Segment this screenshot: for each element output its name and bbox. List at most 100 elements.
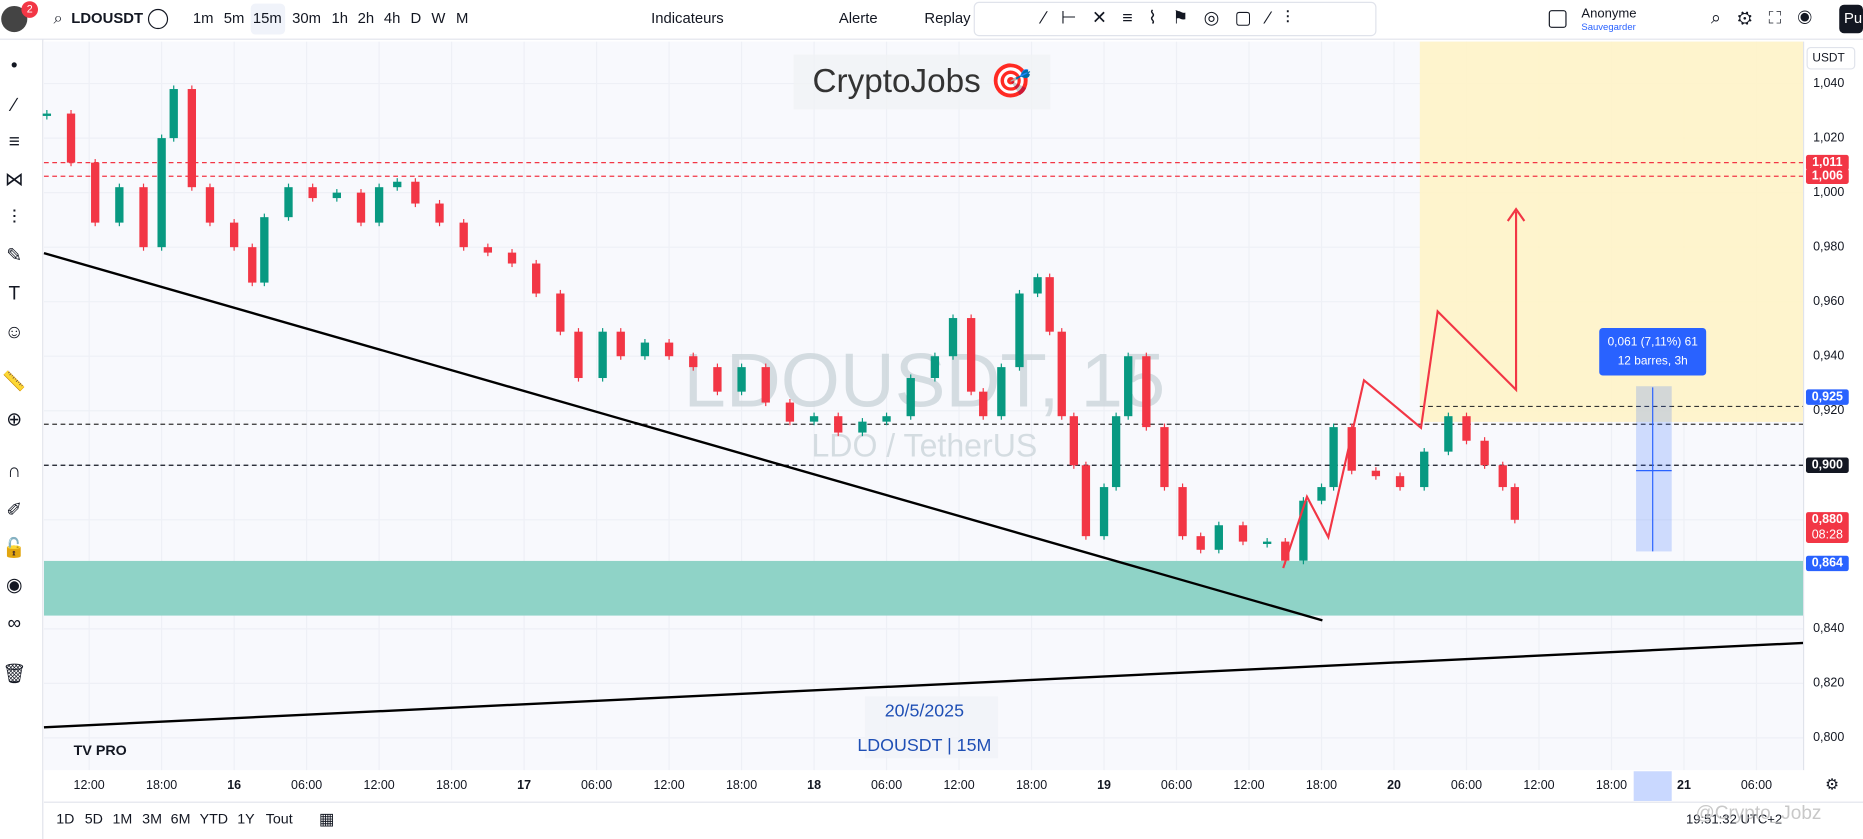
range[interactable]: 1M — [112, 812, 132, 828]
candle — [284, 187, 293, 218]
tool[interactable]: ⫶ — [12, 208, 17, 229]
left-tools[interactable]: • — [11, 56, 18, 77]
candle — [1081, 465, 1091, 537]
currency-button[interactable] — [1806, 46, 1856, 70]
x-tick-label: 06:00 — [1741, 778, 1772, 792]
indicators-button[interactable]: Indicateurs — [651, 11, 724, 27]
tool[interactable]: ∕ — [9, 95, 19, 116]
candle — [948, 318, 958, 357]
candle — [187, 89, 197, 188]
tool[interactable]: T — [8, 284, 20, 305]
badge-count: 2 — [27, 3, 33, 15]
price-label: 1,006 — [1812, 169, 1843, 183]
y-tick-label: 0,940 — [1813, 349, 1844, 363]
candle — [1033, 277, 1042, 294]
tool[interactable]: 🗑 — [2, 663, 26, 685]
x-tick-label: 06:00 — [1161, 778, 1192, 792]
y-axis: 0,800 0,820 0,840 0,880 0,900 0,920 0,940 0,960… — [1805, 76, 1849, 744]
alert-button[interactable]: Alerte — [839, 11, 878, 27]
candle — [689, 356, 698, 368]
watermark-sub: LDO / TetherUS — [811, 427, 1037, 463]
add-button[interactable] — [147, 8, 169, 30]
tool[interactable]: ≡ — [9, 132, 20, 153]
interval[interactable]: W — [431, 11, 445, 27]
clock: 19:51:32 UTC+2 — [1686, 811, 1782, 826]
candle — [115, 187, 124, 223]
interval[interactable]: 1h — [332, 11, 349, 27]
y-tick-label: 0,840 — [1813, 621, 1844, 635]
tv-logo: TV PRO — [74, 743, 127, 759]
interval[interactable]: 5m — [224, 11, 245, 27]
tool[interactable]: 🔓 — [2, 536, 26, 559]
replay-button[interactable]: Replay — [924, 11, 971, 27]
x-tick-label: 12:00 — [653, 778, 684, 792]
tool[interactable]: ◉ — [6, 575, 23, 596]
user-name[interactable]: Anonyme — [1581, 6, 1636, 21]
candle — [459, 222, 468, 248]
candle — [834, 416, 843, 433]
interval[interactable]: 4h — [384, 11, 401, 27]
interval[interactable]: M — [456, 11, 468, 27]
candle — [248, 247, 257, 283]
x-tick-label: 18:00 — [726, 778, 757, 792]
candle — [979, 391, 988, 417]
avatar[interactable] — [1, 5, 28, 33]
top-icons[interactable]: ⌕⚙⛶◉ — [1711, 8, 1828, 28]
tool[interactable]: ⊕ — [6, 410, 22, 431]
candle — [1281, 541, 1290, 561]
candle — [906, 378, 915, 417]
badge — [21, 1, 39, 18]
interval[interactable]: D — [410, 11, 421, 27]
candle — [1178, 487, 1187, 537]
range[interactable]: 3M — [142, 812, 162, 828]
candle — [1317, 487, 1326, 501]
y-tick-label: 0,960 — [1813, 294, 1844, 308]
range[interactable]: 1Y — [237, 812, 255, 828]
candle — [139, 187, 148, 248]
drawing-tools[interactable]: ∕⊢✕≡⌇⚑◎▢⁄⫶ — [1039, 8, 1306, 28]
price-label-box — [1805, 389, 1849, 405]
tool[interactable]: ∩ — [7, 461, 21, 482]
candle — [308, 187, 317, 199]
range[interactable]: 5D — [85, 812, 103, 828]
tool[interactable]: ∞ — [7, 613, 21, 634]
candle — [1124, 356, 1133, 417]
currency[interactable]: USDT — [1812, 50, 1844, 64]
range[interactable]: 6M — [171, 812, 191, 828]
tool[interactable]: ✐ — [6, 500, 22, 521]
tool[interactable]: ⋈ — [5, 170, 24, 191]
symbol[interactable]: LDOUSDT — [71, 11, 143, 27]
tool[interactable]: ✎ — [6, 246, 22, 267]
layout-icon[interactable] — [1548, 10, 1567, 28]
save-status[interactable]: Sauvegarder — [1581, 22, 1635, 33]
candle — [1462, 416, 1471, 441]
publish-button[interactable] — [1839, 4, 1863, 34]
candle — [1111, 416, 1121, 488]
search-icon[interactable]: ⌕ — [53, 8, 62, 27]
candle — [205, 187, 215, 223]
x-axis: 12:00 18:00 16 06:00 12:00 18:00 17 06:00 12:00 1… — [74, 778, 1773, 792]
interval[interactable]: 30m — [292, 11, 321, 27]
range[interactable]: 1D — [56, 812, 74, 828]
measure-range — [1633, 771, 1672, 801]
x-tick-label: 18 — [807, 778, 821, 792]
x-tick-label: 12:00 — [1523, 778, 1554, 792]
candle — [1160, 427, 1169, 488]
y-tick-label: 0,980 — [1813, 239, 1844, 253]
publish-label[interactable]: Pu — [1844, 11, 1862, 27]
tool[interactable]: 📏 — [2, 370, 26, 393]
price-label: 0,925 — [1812, 389, 1843, 403]
tool[interactable]: ☺ — [5, 322, 24, 343]
interval[interactable]: 1m — [193, 11, 214, 27]
candle — [1015, 293, 1024, 368]
interval[interactable]: 15m — [253, 11, 282, 27]
range[interactable]: YTD — [200, 812, 228, 828]
interval[interactable]: 2h — [358, 11, 375, 27]
date-range-icon[interactable]: ▦ — [319, 809, 335, 828]
range[interactable]: Tout — [266, 812, 293, 828]
candle — [1099, 487, 1109, 537]
settings-icon[interactable]: ⚙ — [1825, 777, 1839, 794]
candle — [858, 421, 867, 433]
title-box — [793, 54, 1051, 110]
